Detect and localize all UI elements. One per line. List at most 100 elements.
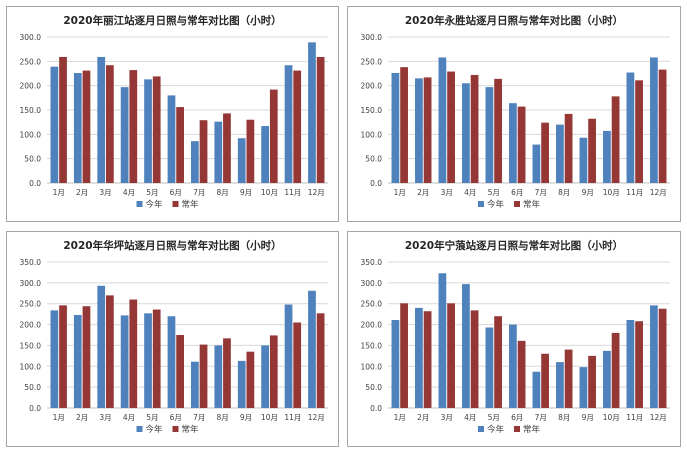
x-tick-label: 5月 — [146, 188, 158, 197]
x-tick-label: 7月 — [535, 188, 547, 197]
x-tick-label: 2月 — [76, 188, 88, 197]
this-year-bar — [579, 137, 588, 183]
normal-year-bar — [199, 120, 208, 183]
normal-year-bar — [635, 80, 643, 183]
normal-year-bar — [152, 76, 161, 183]
y-tick-label: 100.0 — [361, 362, 383, 371]
x-tick-label: 6月 — [511, 188, 523, 197]
this-year-bar — [485, 87, 494, 183]
this-year-bar — [191, 141, 199, 183]
this-year-bar — [73, 73, 82, 183]
normal-year-bar — [517, 340, 526, 408]
normal-year-bar — [470, 310, 479, 408]
legend-this-year-swatch — [136, 201, 143, 207]
legend-normal-year-swatch — [172, 201, 179, 207]
y-tick-label: 0.0 — [29, 179, 41, 188]
x-tick-label: 9月 — [582, 188, 594, 197]
legend-this-year-swatch — [136, 426, 143, 432]
y-tick-label: 50.0 — [24, 155, 41, 164]
this-year-bar — [509, 103, 517, 183]
chart-title: 2020年华坪站逐月日照与常年对比图（小时） — [63, 239, 281, 252]
normal-year-bar — [564, 113, 573, 183]
this-year-bar — [603, 350, 611, 408]
legend-this-year-label: 今年 — [146, 424, 164, 435]
chart-svg: 2020年丽江站逐月日照与常年对比图（小时） 0.0 50.0 100.0 150.0 2… — [20, 14, 328, 210]
x-tick-label: 11月 — [284, 188, 301, 197]
x-tick-label: 6月 — [170, 413, 182, 422]
x-tick-label: 7月 — [535, 413, 547, 422]
x-tick-label: 4月 — [123, 413, 135, 422]
x-tick-label: 9月 — [240, 413, 252, 422]
normal-year-bar — [423, 77, 432, 183]
this-year-bar — [391, 319, 400, 408]
normal-year-bar — [658, 308, 667, 408]
this-year-bar — [167, 316, 176, 408]
this-year-bar — [438, 273, 447, 408]
this-year-bar — [415, 78, 423, 183]
x-tick-label: 7月 — [193, 188, 205, 197]
normal-year-bar — [611, 332, 620, 408]
x-tick-label: 9月 — [240, 188, 252, 197]
this-year-bar — [261, 126, 269, 183]
this-year-bar — [214, 345, 223, 408]
this-year-bar — [73, 314, 82, 408]
y-tick-label: 50.0 — [24, 383, 41, 392]
chart-title: 2020年丽江站逐月日照与常年对比图（小时） — [63, 14, 281, 27]
normal-year-bar — [447, 303, 455, 408]
legend-normal-year-label: 常年 — [523, 424, 541, 435]
this-year-bar — [391, 73, 400, 183]
x-tick-label: 4月 — [464, 188, 476, 197]
y-tick-label: 250.0 — [20, 300, 42, 309]
normal-year-bar — [611, 96, 620, 183]
x-tick-label: 8月 — [558, 413, 570, 422]
x-tick-label: 11月 — [626, 188, 643, 197]
normal-year-bar — [269, 335, 278, 408]
normal-year-bar — [658, 69, 667, 183]
chart-svg: 2020年永胜站逐月日照与常年对比图（小时） 0.0 50.0 100.0 150.0 2… — [361, 14, 670, 210]
x-tick-label: 3月 — [99, 188, 111, 197]
chart-title: 2020年永胜站逐月日照与常年对比图（小时） — [405, 14, 623, 27]
x-tick-label: 5月 — [488, 413, 500, 422]
normal-year-bar — [316, 56, 325, 183]
y-tick-label: 250.0 — [361, 57, 383, 66]
y-tick-label: 200.0 — [20, 321, 42, 330]
this-year-bar — [532, 144, 541, 183]
normal-year-bar — [59, 56, 67, 183]
x-tick-label: 12月 — [650, 188, 667, 197]
legend-this-year-label: 今年 — [146, 199, 164, 210]
x-tick-label: 3月 — [99, 413, 111, 422]
chart-title: 2020年宁蒗站逐月日照与常年对比图（小时） — [405, 239, 623, 252]
normal-year-bar — [223, 113, 231, 183]
normal-year-bar — [400, 303, 408, 408]
normal-year-bar — [423, 311, 432, 408]
this-year-bar — [237, 138, 246, 183]
x-tick-label: 11月 — [284, 413, 301, 422]
legend-normal-year-swatch — [514, 426, 520, 432]
y-tick-label: 300.0 — [20, 33, 42, 42]
y-tick-label: 0.0 — [370, 404, 382, 413]
y-tick-label: 300.0 — [361, 279, 383, 288]
normal-year-bar — [517, 106, 526, 183]
this-year-bar — [415, 307, 423, 408]
this-year-bar — [120, 315, 129, 408]
y-tick-label: 0.0 — [29, 404, 41, 413]
normal-year-bar — [82, 70, 91, 183]
x-tick-label: 2月 — [76, 413, 88, 422]
this-year-bar — [308, 290, 316, 408]
y-tick-label: 100.0 — [20, 130, 42, 139]
normal-year-bar — [541, 353, 549, 408]
legend-this-year-swatch — [478, 426, 484, 432]
y-tick-label: 150.0 — [361, 106, 383, 115]
this-year-bar — [237, 360, 246, 408]
this-year-bar — [579, 367, 588, 408]
x-tick-label: 1月 — [53, 188, 65, 197]
x-tick-label: 10月 — [261, 188, 278, 197]
normal-year-bar — [293, 322, 302, 408]
y-tick-label: 300.0 — [361, 33, 383, 42]
ninglang-chart-panel: 2020年宁蒗站逐月日照与常年对比图（小时） 0.0 50.0 100.0 150.0 2… — [347, 231, 681, 447]
x-tick-label: 5月 — [488, 188, 500, 197]
this-year-bar — [97, 56, 106, 183]
y-tick-label: 150.0 — [361, 341, 383, 350]
this-year-bar — [650, 305, 658, 408]
this-year-bar — [50, 66, 59, 183]
